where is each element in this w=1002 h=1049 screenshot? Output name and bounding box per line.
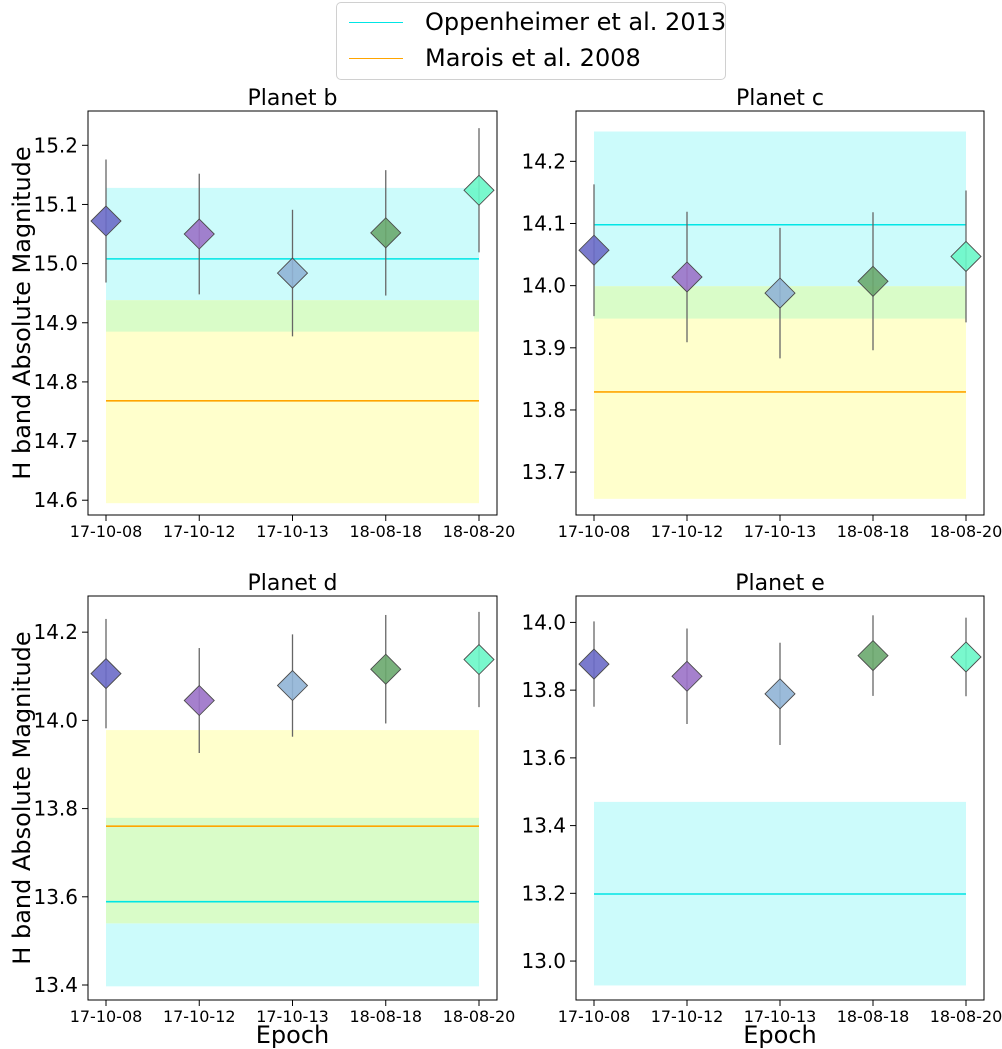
y-tick-label: 14.2 xyxy=(33,620,78,644)
x-tick-label: 18-08-18 xyxy=(837,522,910,541)
panel-2: 13.7 13.8 13.9 14.0 14.1 14.2 17-10-08 17-10-12… xyxy=(521,86,1002,541)
x-tick-label: 17-10-08 xyxy=(70,1007,143,1026)
data-point xyxy=(857,639,889,672)
panel-3: 13.4 13.6 13.8 14.0 14.2 17-10-08 17-10-12 17-1… xyxy=(8,571,515,1049)
data-point xyxy=(578,648,610,680)
data-point xyxy=(671,660,703,692)
y-tick-label: 15.2 xyxy=(33,133,78,157)
panel-title: Planet d xyxy=(248,571,338,596)
y-tick-label: 15.1 xyxy=(33,192,78,216)
data-point xyxy=(90,657,122,690)
data-point xyxy=(183,218,215,250)
data-point xyxy=(276,257,309,289)
band-overlap xyxy=(106,817,479,924)
y-tick-label: 14.0 xyxy=(33,708,78,732)
data-point xyxy=(463,174,495,206)
data-point xyxy=(764,277,796,309)
data-point xyxy=(671,261,703,293)
y-tick-label: 13.7 xyxy=(521,460,566,484)
x-tick-label: 17-10-08 xyxy=(70,522,143,541)
data-point xyxy=(578,234,610,266)
data-point xyxy=(370,217,402,249)
y-tick-label: 14.0 xyxy=(521,274,566,298)
y-tick-label: 13.0 xyxy=(521,949,566,973)
panel-title: Planet b xyxy=(248,86,338,111)
x-tick-label: 17-10-12 xyxy=(651,522,724,541)
data-point xyxy=(276,669,309,702)
data-point xyxy=(183,684,215,717)
x-tick-label: 18-08-18 xyxy=(837,1007,910,1026)
x-axis-label: Epoch xyxy=(743,1021,817,1049)
x-tick-label: 17-10-13 xyxy=(256,1007,329,1026)
x-tick-label: 17-10-08 xyxy=(558,1007,631,1026)
data-point xyxy=(90,205,122,237)
x-tick-label: 18-08-20 xyxy=(443,522,516,541)
y-tick-label: 14.6 xyxy=(33,488,78,512)
x-tick-label: 18-08-20 xyxy=(930,522,1002,541)
x-tick-label: 17-10-12 xyxy=(163,1007,236,1026)
legend-item-marois: Marois et al. 2008 xyxy=(349,40,641,76)
x-tick-label: 17-10-12 xyxy=(163,522,236,541)
y-tick-label: 13.8 xyxy=(33,797,78,821)
x-tick-label: 17-10-13 xyxy=(256,522,329,541)
legend-line-oppenheimer xyxy=(349,21,403,23)
y-tick-label: 13.9 xyxy=(521,336,566,360)
x-tick-label: 17-10-08 xyxy=(558,522,631,541)
y-tick-label: 13.8 xyxy=(521,398,566,422)
y-axis-label: H band Absolute Magnitude xyxy=(8,631,36,964)
legend-item-oppenheimer: Oppenheimer et al. 2013 xyxy=(349,4,726,40)
y-tick-label: 13.8 xyxy=(521,678,566,702)
y-tick-label: 14.7 xyxy=(33,429,78,453)
x-tick-label: 17-10-12 xyxy=(651,1007,724,1026)
x-tick-label: 18-08-18 xyxy=(349,1007,422,1026)
data-point xyxy=(950,240,982,273)
x-tick-label: 18-08-18 xyxy=(349,522,422,541)
y-tick-label: 14.0 xyxy=(521,610,566,634)
x-tick-label: 18-08-20 xyxy=(930,1007,1002,1026)
x-tick-label: 17-10-13 xyxy=(744,522,817,541)
y-tick-label: 15.0 xyxy=(33,252,78,276)
y-tick-label: 14.8 xyxy=(33,370,78,394)
panel-1: 14.6 14.7 14.8 14.9 15.0 15.1 15.2 17-10-08 17-1… xyxy=(8,86,515,541)
legend-label-marois: Marois et al. 2008 xyxy=(425,44,641,72)
y-tick-label: 13.6 xyxy=(521,746,566,770)
y-axis-label: H band Absolute Magnitude xyxy=(8,146,36,479)
x-tick-label: 17-10-13 xyxy=(744,1007,817,1026)
y-tick-label: 13.4 xyxy=(521,814,566,838)
y-tick-label: 14.9 xyxy=(33,311,78,335)
x-tick-label: 18-08-20 xyxy=(443,1007,516,1026)
y-tick-label: 14.1 xyxy=(521,211,566,235)
panel-title: Planet c xyxy=(736,86,824,111)
y-tick-label: 14.2 xyxy=(521,149,566,173)
x-axis-label: Epoch xyxy=(256,1021,330,1049)
data-point xyxy=(764,678,796,710)
legend-line-marois xyxy=(349,57,403,59)
data-point xyxy=(950,641,982,673)
panel-4: 13.0 13.2 13.4 13.6 13.8 14.0 17-10-08 17-10-12… xyxy=(521,571,1002,1049)
data-point xyxy=(463,643,495,676)
y-tick-label: 13.4 xyxy=(33,973,78,997)
legend-label-oppenheimer: Oppenheimer et al. 2013 xyxy=(425,8,727,36)
data-point xyxy=(857,265,889,297)
y-tick-label: 13.6 xyxy=(33,885,78,909)
panel-title: Planet e xyxy=(735,571,825,596)
legend: Oppenheimer et al. 2013 Marois et al. 20… xyxy=(336,2,726,80)
data-point xyxy=(370,653,402,685)
y-tick-label: 13.2 xyxy=(521,881,566,905)
